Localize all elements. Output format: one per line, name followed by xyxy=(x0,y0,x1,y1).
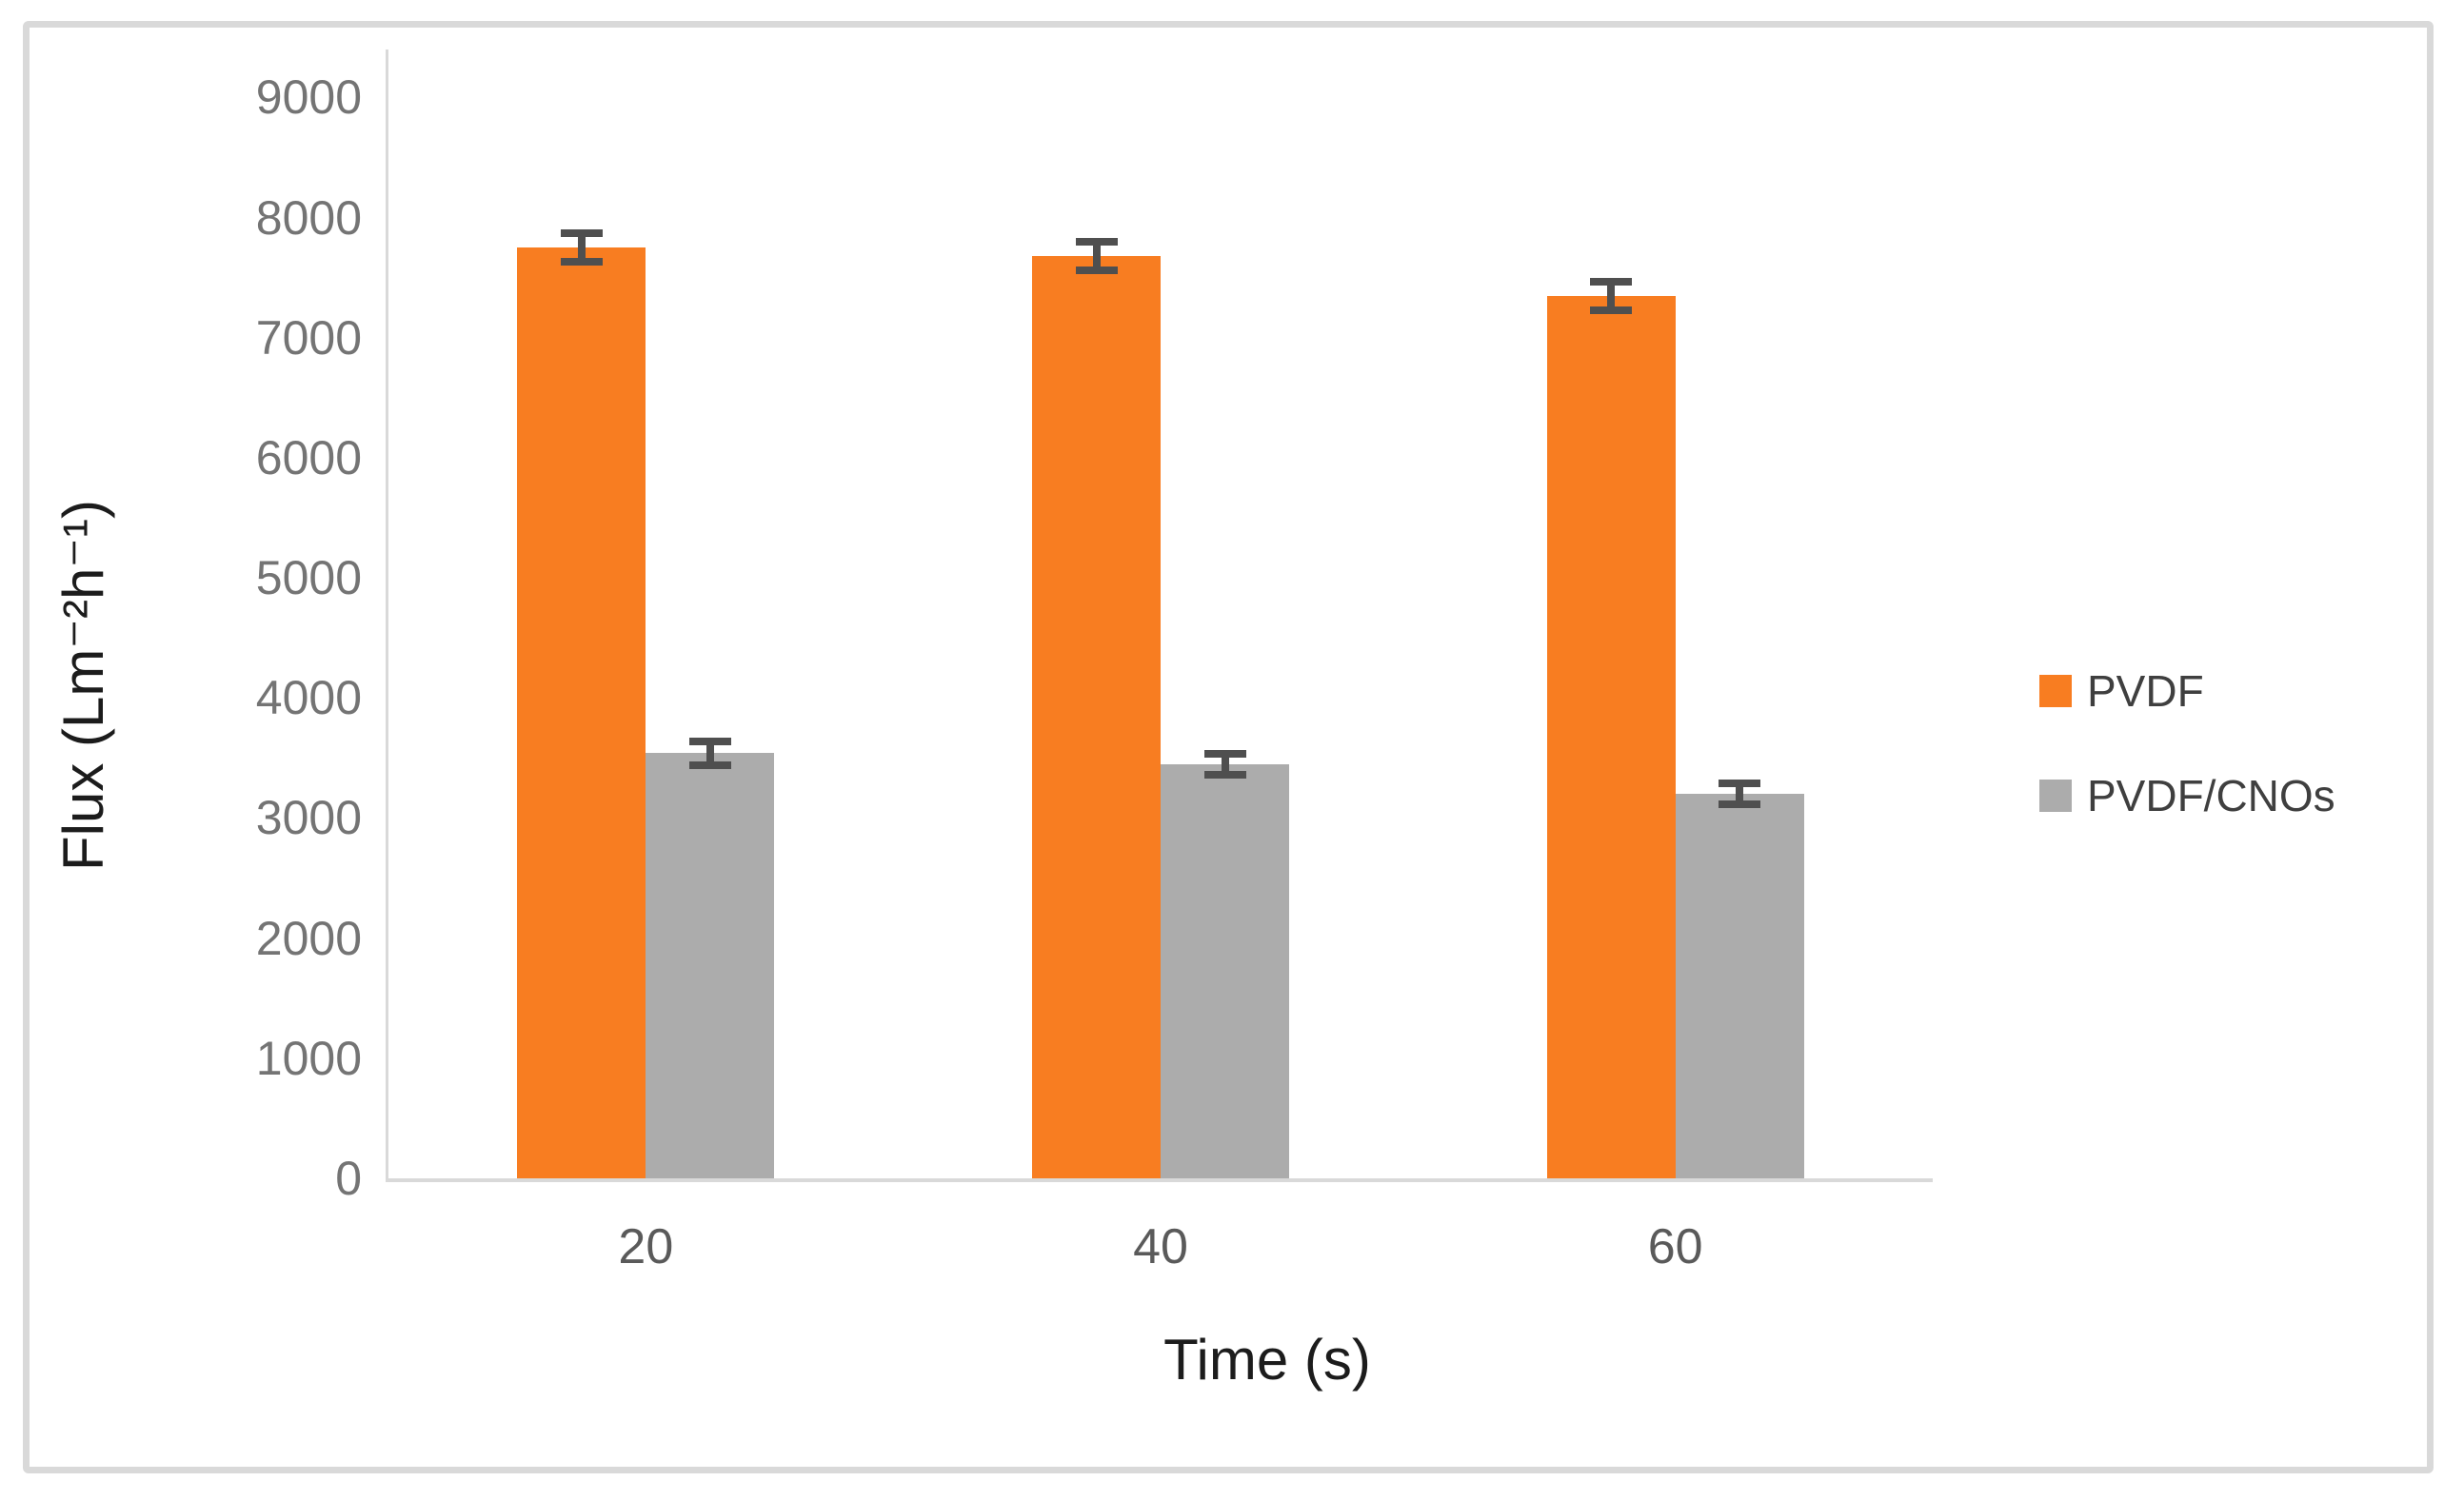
x-tick-40: 40 xyxy=(1133,1219,1188,1274)
y-tick-9000: 9000 xyxy=(255,70,362,125)
error-bar-cap-bottom xyxy=(1075,266,1118,274)
y-tick-7000: 7000 xyxy=(255,310,362,365)
x-axis-line xyxy=(386,1178,1933,1182)
legend-label: PVDF xyxy=(2087,666,2204,716)
x-tick-20: 20 xyxy=(618,1219,674,1274)
error-bar-pvdf-cnos-60 xyxy=(1719,780,1761,809)
y-tick-8000: 8000 xyxy=(255,190,362,245)
error-bar-cap-top xyxy=(1590,277,1633,286)
error-bar-cap-top xyxy=(1075,238,1118,247)
error-bar-cap-top xyxy=(1203,749,1246,758)
error-bar-cap-bottom xyxy=(1590,306,1633,314)
error-bar-cap-top xyxy=(688,737,731,745)
error-bar-cap-top xyxy=(560,229,603,238)
error-bar-stem xyxy=(705,737,714,769)
error-bar-pvdf-40 xyxy=(1075,238,1118,274)
error-bar-stem xyxy=(1607,277,1616,314)
legend-entry-pvdf-cnos: PVDF/CNOs xyxy=(2039,773,2335,819)
y-tick-5000: 5000 xyxy=(255,551,362,605)
error-bar-cap-bottom xyxy=(688,760,731,769)
error-bar-pvdf-60 xyxy=(1590,277,1633,314)
error-bar-pvdf-cnos-40 xyxy=(1203,749,1246,779)
y-tick-1000: 1000 xyxy=(255,1031,362,1085)
legend-swatch-icon xyxy=(2039,780,2072,812)
error-bar-cap-top xyxy=(1719,780,1761,788)
figure-border xyxy=(23,21,2434,1473)
error-bar-cap-bottom xyxy=(1203,770,1246,779)
y-tick-3000: 3000 xyxy=(255,791,362,845)
bar-pvdf-cnos-40 xyxy=(1161,763,1289,1178)
error-bar-stem xyxy=(1221,749,1229,779)
y-tick-6000: 6000 xyxy=(255,430,362,484)
bar-pvdf-40 xyxy=(1032,256,1161,1178)
error-bar-stem xyxy=(1092,238,1101,274)
plot-area xyxy=(386,49,1933,1182)
error-bar-cap-bottom xyxy=(1719,800,1761,809)
legend-label: PVDF/CNOs xyxy=(2087,771,2335,820)
bar-pvdf-cnos-20 xyxy=(646,753,775,1178)
error-bar-pvdf-20 xyxy=(560,229,603,267)
x-tick-60: 60 xyxy=(1647,1219,1703,1274)
x-axis-title: Time (s) xyxy=(1163,1328,1371,1392)
bar-pvdf-20 xyxy=(517,247,646,1178)
error-bar-stem xyxy=(577,229,586,267)
legend: PVDF PVDF/CNOs xyxy=(2039,668,2335,819)
y-tick-4000: 4000 xyxy=(255,671,362,725)
y-tick-0: 0 xyxy=(335,1152,362,1205)
y-tick-2000: 2000 xyxy=(255,911,362,965)
error-bar-cap-bottom xyxy=(560,258,603,267)
bar-pvdf-60 xyxy=(1546,295,1676,1178)
error-bar-stem xyxy=(1736,780,1744,809)
bar-pvdf-cnos-60 xyxy=(1675,794,1804,1178)
legend-swatch-icon xyxy=(2039,675,2072,707)
legend-entry-pvdf: PVDF xyxy=(2039,668,2335,714)
error-bar-pvdf-cnos-20 xyxy=(688,737,731,769)
y-axis-line xyxy=(386,49,388,1180)
